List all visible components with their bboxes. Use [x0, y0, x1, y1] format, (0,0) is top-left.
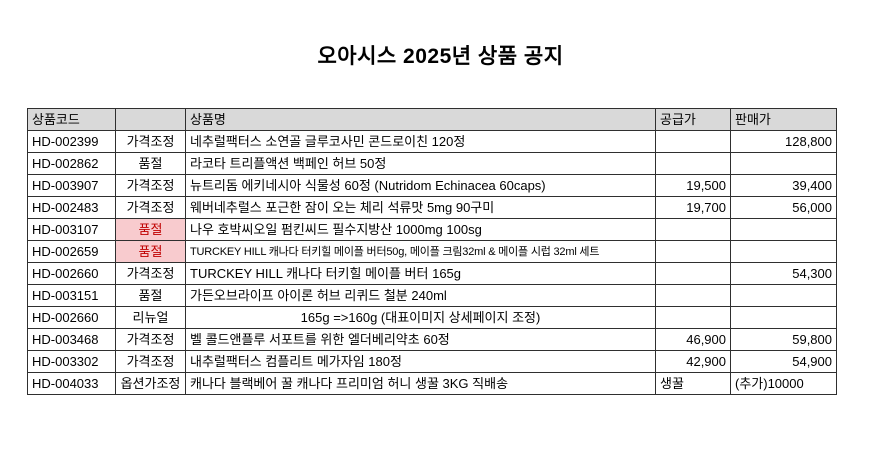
cell-category: 가격조정	[115, 174, 186, 197]
cell-product-name: 뉴트리돔 에키네시아 식물성 60정 (Nutridom Echinacea 6…	[185, 174, 656, 197]
cell-product-name: 벨 콜드앤플루 서포트를 위한 엘더베리약초 60정	[185, 328, 656, 351]
cell-product-code: HD-003151	[27, 284, 116, 307]
col-header-category	[115, 108, 186, 131]
cell-sale-price: 54,900	[730, 350, 837, 373]
cell-supply-price: 생꿀	[655, 372, 731, 395]
cell-product-name: 라코타 트리플액션 백페인 허브 50정	[185, 152, 656, 175]
cell-category: 가격조정	[115, 130, 186, 153]
table-row: HD-002659 품절 TURCKEY HILL 캐나다 터키힐 메이플 버터50…	[27, 240, 837, 263]
cell-supply-price: 19,700	[655, 196, 731, 219]
cell-product-name: 캐나다 블랙베어 꿀 캐나다 프리미엄 허니 생꿀 3KG 직배송	[185, 372, 656, 395]
cell-sale-price	[730, 284, 837, 307]
cell-supply-price	[655, 152, 731, 175]
cell-sale-price: 56,000	[730, 196, 837, 219]
cell-product-name: TURCKEY HILL 캐나다 터키힐 메이플 버터50g, 메이플 크림32…	[185, 240, 656, 263]
col-header-supply-price: 공급가	[655, 108, 731, 131]
cell-product-name: 나우 호박씨오일 펌킨씨드 필수지방산 1000mg 100sg	[185, 218, 656, 241]
cell-category: 가격조정	[115, 328, 186, 351]
cell-sale-price: 128,800	[730, 130, 837, 153]
cell-sale-price: 39,400	[730, 174, 837, 197]
table-row: HD-003302 가격조정 내추럴팩터스 컴플리트 메가자임 180정 42,900…	[27, 350, 837, 373]
table-row: HD-002483 가격조정 웨버네추럴스 포근한 잠이 오는 체리 석류맛 5mg…	[27, 196, 837, 219]
cell-sale-price: 59,800	[730, 328, 837, 351]
cell-product-code: HD-002660	[27, 306, 116, 329]
cell-supply-price: 46,900	[655, 328, 731, 351]
page-title: 오아시스 2025년 상품 공지	[317, 45, 564, 68]
cell-supply-price	[655, 306, 731, 329]
cell-product-code: HD-002659	[27, 240, 116, 263]
table-row: HD-002660 리뉴얼 165g =>160g (대표이미지 상세페이지 조정)	[27, 306, 837, 329]
col-header-product-name: 상품명	[185, 108, 656, 131]
cell-supply-price: 19,500	[655, 174, 731, 197]
col-header-sale-price: 판매가	[730, 108, 837, 131]
cell-category: 품절	[115, 240, 186, 263]
cell-sale-price	[730, 218, 837, 241]
header-row: 상품코드 상품명 공급가 판매가	[27, 108, 837, 131]
cell-category: 가격조정	[115, 262, 186, 285]
cell-product-code: HD-002399	[27, 130, 116, 153]
cell-supply-price	[655, 262, 731, 285]
cell-supply-price	[655, 218, 731, 241]
cell-supply-price	[655, 130, 731, 153]
cell-product-code: HD-002483	[27, 196, 116, 219]
cell-category: 품절	[115, 218, 186, 241]
cell-product-code: HD-003302	[27, 350, 116, 373]
table-row: HD-002862 품절 라코타 트리플액션 백페인 허브 50정	[27, 152, 837, 175]
cell-product-code: HD-003107	[27, 218, 116, 241]
cell-supply-price	[655, 240, 731, 263]
cell-sale-price	[730, 306, 837, 329]
col-header-product-code: 상품코드	[27, 108, 116, 131]
cell-sale-price	[730, 240, 837, 263]
table-row: HD-003468 가격조정 벨 콜드앤플루 서포트를 위한 엘더베리약초 60정 4…	[27, 328, 837, 351]
cell-product-code: HD-003468	[27, 328, 116, 351]
cell-product-name: 165g =>160g (대표이미지 상세페이지 조정)	[185, 306, 656, 329]
cell-category: 옵션가조정	[115, 372, 186, 395]
table-row: HD-003907 가격조정 뉴트리돔 에키네시아 식물성 60정 (Nutrido…	[27, 174, 837, 197]
cell-category: 리뉴얼	[115, 306, 186, 329]
cell-product-name: 웨버네추럴스 포근한 잠이 오는 체리 석류맛 5mg 90구미	[185, 196, 656, 219]
cell-sale-price: 54,300	[730, 262, 837, 285]
cell-sale-price	[730, 152, 837, 175]
cell-product-name: 네추럴팩터스 소연골 글루코사민 콘드로이친 120정	[185, 130, 656, 153]
cell-category: 가격조정	[115, 350, 186, 373]
cell-product-name: 가든오브라이프 아이론 허브 리퀴드 철분 240ml	[185, 284, 656, 307]
cell-product-name: TURCKEY HILL 캐나다 터키힐 메이플 버터 165g	[185, 262, 656, 285]
cell-category: 품절	[115, 152, 186, 175]
cell-product-code: HD-002660	[27, 262, 116, 285]
cell-product-code: HD-002862	[27, 152, 116, 175]
table-row: HD-003151 품절 가든오브라이프 아이론 허브 리퀴드 철분 240ml	[27, 284, 837, 307]
cell-supply-price: 42,900	[655, 350, 731, 373]
cell-product-code: HD-004033	[27, 372, 116, 395]
cell-sale-price: (추가)10000	[730, 372, 837, 395]
cell-category: 가격조정	[115, 196, 186, 219]
table-row: HD-003107 품절 나우 호박씨오일 펌킨씨드 필수지방산 1000mg 10…	[27, 218, 837, 241]
cell-product-code: HD-003907	[27, 174, 116, 197]
table-row: HD-004033 옵션가조정 캐나다 블랙베어 꿀 캐나다 프리미엄 허니 생꿀 …	[27, 372, 837, 395]
table-row: HD-002399 가격조정 네추럴팩터스 소연골 글루코사민 콘드로이친 120정…	[27, 130, 837, 153]
table-body: HD-002399 가격조정 네추럴팩터스 소연골 글루코사민 콘드로이친 120정…	[27, 130, 837, 395]
cell-category: 품절	[115, 284, 186, 307]
cell-supply-price	[655, 284, 731, 307]
product-table: 상품코드 상품명 공급가 판매가 HD-002399 가격조정 네추럴팩터스 소연골…	[27, 108, 837, 395]
table-row: HD-002660 가격조정 TURCKEY HILL 캐나다 터키힐 메이플 버터…	[27, 262, 837, 285]
cell-product-name: 내추럴팩터스 컴플리트 메가자임 180정	[185, 350, 656, 373]
